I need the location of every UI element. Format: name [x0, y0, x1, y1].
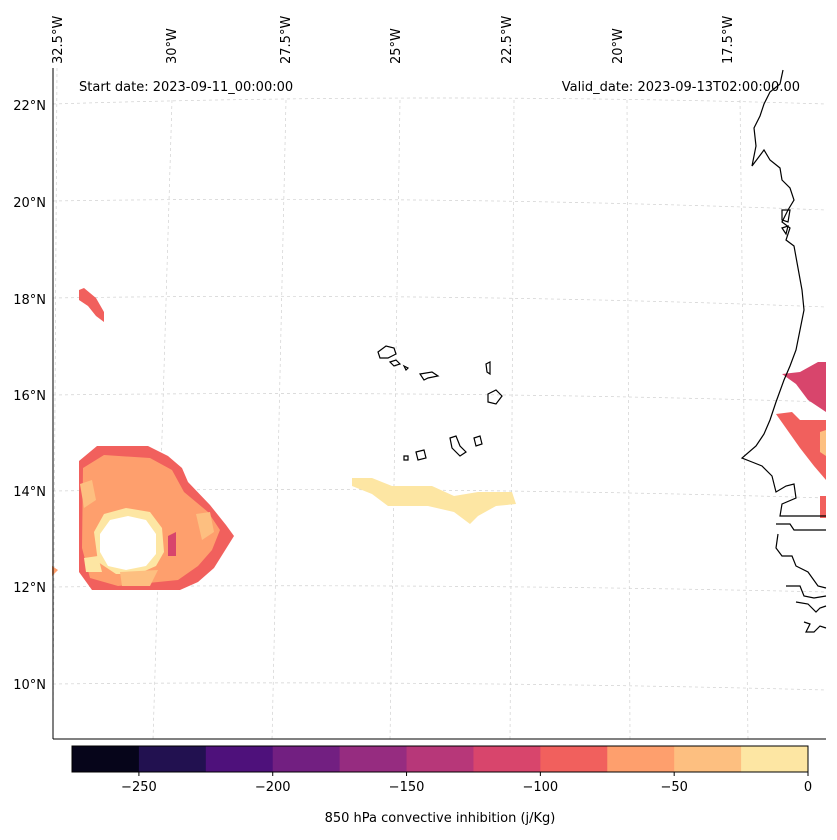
lat-labels: 22°N 20°N 18°N 16°N 14°N 12°N 10°N — [13, 99, 46, 693]
contour-east-light — [820, 430, 826, 456]
contour-west-center — [100, 516, 156, 570]
lat-label: 10°N — [13, 678, 46, 693]
contour-west-dark — [168, 532, 176, 556]
colorbar-segment — [272, 746, 341, 772]
island-sal — [485, 361, 491, 376]
island-santo-antao — [377, 345, 397, 359]
contour-central-band — [352, 478, 516, 524]
island-boa-vista — [487, 389, 503, 405]
lat-label: 22°N — [13, 99, 46, 114]
island-maio — [473, 435, 483, 447]
island-santa-luzia — [402, 364, 410, 372]
colorbar-segment — [72, 746, 140, 772]
cape-verde-islands — [377, 345, 503, 461]
coastline-island-a — [781, 209, 791, 223]
colorbar-tick-label: −100 — [523, 780, 559, 795]
colorbar: −250 −200 −150 −100 −50 0 — [71, 745, 812, 795]
contour-west-yellow-a — [84, 556, 102, 572]
contour-east-middle — [776, 412, 826, 480]
lon-labels: 32.5°W 30°W 27.5°W 25°W 22.5°W 20°W 17.5… — [51, 16, 736, 64]
island-brava — [403, 455, 409, 461]
island-sao-vicente — [388, 359, 402, 367]
colorbar-frame — [71, 745, 809, 773]
contour-west-yellow-d — [196, 512, 214, 540]
lat-label: 18°N — [13, 293, 46, 308]
gridline-lon-17-5 — [739, 99, 749, 741]
colorbar-segment — [540, 746, 608, 772]
gridline-lon-27-5 — [271, 99, 287, 741]
contour-east-lower — [820, 496, 826, 518]
colorbar-segment — [741, 746, 809, 772]
colorbar-tick-label: −50 — [660, 780, 687, 795]
colorbar-tick-label: 0 — [804, 780, 812, 795]
colorbar-segment — [138, 746, 207, 772]
lon-label: 27.5°W — [279, 16, 294, 64]
lat-label: 14°N — [13, 485, 46, 500]
coastline-west-africa — [740, 69, 827, 633]
colorbar-segment — [339, 746, 408, 772]
island-fogo — [415, 449, 427, 461]
colorbar-tick-label: −150 — [389, 780, 425, 795]
gridline-lon-25 — [389, 99, 401, 741]
lat-label: 12°N — [13, 581, 46, 596]
gridline-lon-32-5 — [52, 67, 58, 741]
gridline-lon-22-5 — [509, 99, 515, 741]
lon-label: 22.5°W — [500, 16, 515, 64]
gridline-lat-20 — [52, 198, 827, 211]
colorbar-segment — [205, 746, 274, 772]
lon-label: 32.5°W — [51, 16, 66, 64]
colorbar-segment — [473, 746, 541, 772]
cin-contours — [52, 288, 826, 590]
colorbar-segment — [607, 746, 675, 772]
gridline-lat-10 — [52, 682, 827, 691]
contour-west-yellow-c — [80, 480, 96, 508]
lat-label: 20°N — [13, 196, 46, 211]
coastline-island-b — [781, 225, 789, 236]
colorbar-tick-label: −200 — [255, 780, 291, 795]
colorbar-segment — [674, 746, 742, 772]
graticule — [52, 67, 827, 741]
contour-east-upper — [782, 362, 826, 412]
gridline-lon-30 — [152, 99, 173, 741]
lon-label: 20°W — [611, 28, 626, 64]
lon-label: 30°W — [165, 28, 180, 64]
colorbar-label: 850 hPa convective inhibition (j/Kg) — [325, 811, 556, 826]
coastline — [740, 69, 827, 633]
lon-label: 17.5°W — [721, 16, 736, 64]
gridline-lon-20 — [626, 99, 631, 741]
gridline-lat-16 — [52, 393, 827, 403]
lon-label: 25°W — [389, 28, 404, 64]
lat-label: 16°N — [13, 389, 46, 404]
plot-frame — [52, 68, 826, 740]
valid-date-label: Valid_date: 2023-09-13T02:00:00.00 — [562, 80, 800, 95]
island-santiago — [449, 435, 467, 457]
colorbar-segment — [406, 746, 474, 772]
colorbar-tick-label: −250 — [121, 780, 157, 795]
contour-nw-patch — [79, 288, 104, 322]
gridline-lat-22 — [52, 97, 827, 105]
gridline-lat-18 — [52, 295, 827, 308]
contour-west-yellow-b — [120, 570, 158, 586]
start-date-label: Start date: 2023-09-11_00:00:00 — [79, 80, 293, 95]
island-sao-nicolau — [418, 371, 440, 381]
